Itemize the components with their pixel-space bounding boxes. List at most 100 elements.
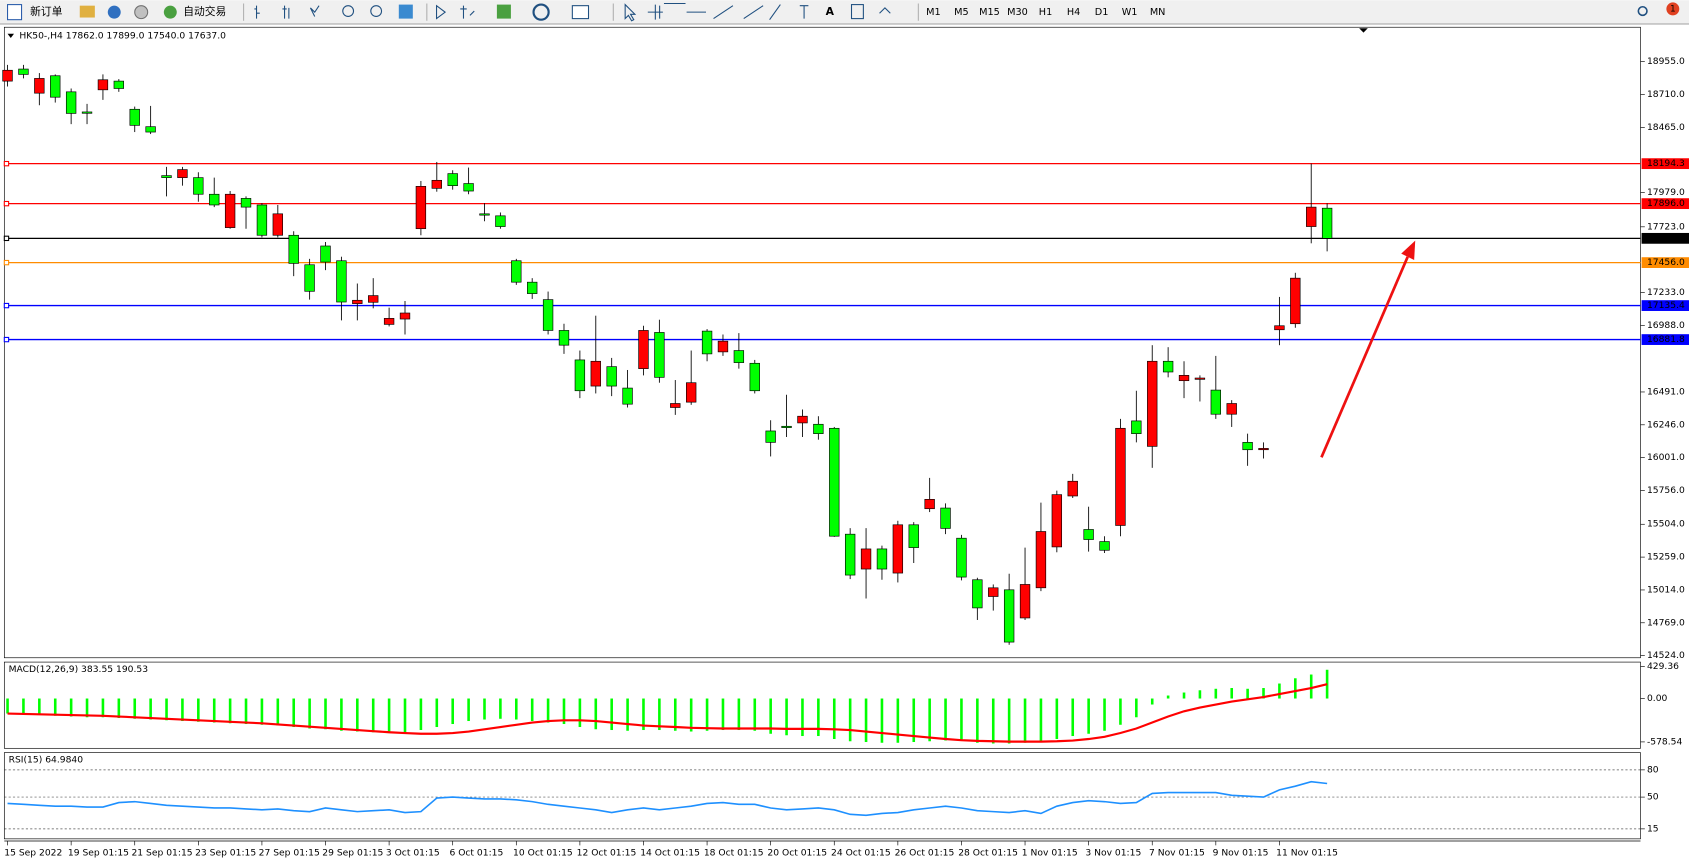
y-tick-label: 429.36 bbox=[1647, 661, 1679, 672]
macd-bar bbox=[530, 698, 534, 722]
arrow-tool[interactable] bbox=[879, 7, 891, 14]
candle-body bbox=[574, 359, 586, 392]
macd-bar bbox=[228, 698, 232, 724]
timeframe-button[interactable]: M15 bbox=[979, 7, 1000, 18]
candle-body bbox=[1147, 360, 1158, 447]
level-handle bbox=[3, 235, 10, 242]
timeframe-button[interactable]: H4 bbox=[1067, 7, 1080, 18]
toolbar-icon[interactable] bbox=[79, 5, 95, 18]
macd-bar bbox=[689, 698, 693, 732]
toolbar-icon[interactable] bbox=[134, 5, 149, 20]
macd-bar bbox=[69, 698, 73, 717]
tile-icon[interactable] bbox=[398, 4, 413, 19]
macd-bar bbox=[6, 698, 9, 714]
macd-bar bbox=[705, 698, 709, 731]
candle-body bbox=[622, 387, 633, 405]
y-tick-label: 16491.0 bbox=[1647, 386, 1685, 397]
text-tool[interactable]: A bbox=[826, 5, 835, 18]
macd-bar bbox=[292, 698, 296, 728]
macd-bar bbox=[276, 698, 280, 726]
timeframe-button[interactable]: D1 bbox=[1095, 7, 1109, 18]
timeframe-button[interactable]: M5 bbox=[954, 7, 969, 18]
y-tick-label: 16001.0 bbox=[1647, 452, 1685, 463]
macd-bar bbox=[419, 698, 423, 731]
indicator-icon[interactable] bbox=[496, 4, 511, 19]
macd-bar bbox=[403, 698, 407, 734]
level-label-bg bbox=[1641, 300, 1689, 311]
arrow-head bbox=[1401, 240, 1416, 261]
candle-body bbox=[463, 183, 474, 192]
arrow-shaft bbox=[1320, 256, 1409, 458]
timeframe-button[interactable]: H1 bbox=[1039, 7, 1052, 18]
level-handle bbox=[3, 336, 10, 343]
candle-body bbox=[940, 507, 951, 529]
candle-body bbox=[844, 533, 856, 576]
template-icon[interactable] bbox=[571, 5, 590, 20]
new-order-icon[interactable] bbox=[7, 4, 23, 21]
candle-body bbox=[1242, 442, 1253, 451]
chart-type-icons[interactable] bbox=[254, 5, 320, 19]
macd-bar bbox=[149, 698, 152, 720]
x-tick-label: 3 Nov 01:15 bbox=[1085, 847, 1141, 858]
macd-bar bbox=[324, 698, 327, 730]
macd-bar bbox=[181, 698, 184, 722]
macd-bar bbox=[642, 698, 645, 731]
timeframe-button[interactable]: W1 bbox=[1122, 7, 1138, 18]
candle-body bbox=[495, 215, 506, 227]
timeframe-button[interactable]: MN bbox=[1150, 7, 1166, 18]
candle-body bbox=[1067, 480, 1078, 497]
timeframe-button[interactable]: M30 bbox=[1007, 7, 1028, 18]
x-tick-label: 3 Oct 01:15 bbox=[386, 847, 440, 858]
candle-body bbox=[701, 330, 713, 355]
macd-bar bbox=[737, 698, 741, 731]
macd-bar bbox=[1071, 698, 1075, 737]
candle-body bbox=[733, 350, 745, 363]
macd-bar bbox=[1294, 678, 1297, 699]
timeframe-button[interactable]: M1 bbox=[926, 7, 941, 18]
search-icon[interactable] bbox=[1637, 5, 1648, 17]
period-icon[interactable] bbox=[532, 3, 550, 21]
macd-bar bbox=[1007, 698, 1011, 744]
auto-trading-button[interactable]: 自动交易 bbox=[183, 5, 226, 18]
candle-body bbox=[50, 75, 61, 98]
macd-bar bbox=[801, 698, 804, 737]
candle-body bbox=[304, 264, 315, 292]
x-tick-label: 6 Oct 01:15 bbox=[449, 847, 503, 858]
level-label-bg bbox=[1641, 334, 1689, 345]
toolbar-icon[interactable] bbox=[107, 5, 121, 19]
candle-body bbox=[1321, 207, 1333, 239]
macd-bar bbox=[960, 698, 963, 741]
macd-bar bbox=[499, 698, 502, 719]
new-order-button[interactable]: 新订单 bbox=[30, 5, 63, 18]
macd-bar bbox=[976, 698, 979, 743]
zoom-in-icon[interactable] bbox=[342, 5, 355, 17]
macd-bar bbox=[610, 698, 613, 731]
macd-bar bbox=[658, 698, 661, 731]
chart-shift-icons[interactable] bbox=[435, 4, 475, 20]
macd-bar bbox=[101, 698, 105, 718]
y-tick-label: 18465.0 bbox=[1647, 122, 1685, 133]
macd-bar bbox=[673, 698, 677, 731]
notification-badge[interactable] bbox=[1666, 2, 1680, 16]
macd-bar bbox=[1166, 695, 1170, 699]
drawing-tools[interactable] bbox=[624, 2, 809, 22]
macd-bar bbox=[371, 698, 375, 733]
candle-body bbox=[1226, 403, 1237, 415]
macd-bar bbox=[944, 698, 947, 741]
level-label: 16881.8 bbox=[1647, 334, 1685, 345]
macd-bar bbox=[387, 698, 391, 734]
y-tick-label: 17233.0 bbox=[1647, 287, 1685, 298]
macd-bar bbox=[1198, 690, 1202, 699]
macd-bar bbox=[1103, 698, 1106, 731]
label-tool[interactable] bbox=[850, 4, 864, 20]
candle-body bbox=[956, 537, 967, 578]
level-handle bbox=[3, 259, 10, 266]
macd-bar bbox=[991, 698, 995, 744]
x-tick-label: 29 Sep 01:15 bbox=[322, 847, 383, 858]
level-label: 17896.0 bbox=[1647, 198, 1685, 209]
macd-bar bbox=[1023, 698, 1027, 743]
macd-bar bbox=[435, 698, 439, 728]
zoom-out-icon[interactable] bbox=[370, 5, 383, 17]
auto-trading-icon[interactable] bbox=[163, 5, 177, 19]
candle-body bbox=[18, 68, 29, 75]
